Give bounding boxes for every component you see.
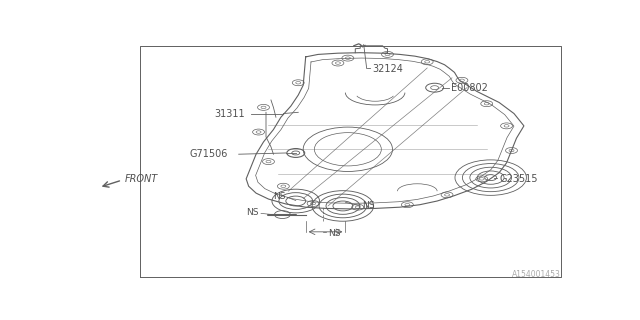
Text: NS: NS xyxy=(328,228,340,237)
Text: 31311: 31311 xyxy=(214,108,244,118)
Text: E00802: E00802 xyxy=(451,83,488,93)
Text: NS: NS xyxy=(273,192,286,201)
Text: NS: NS xyxy=(362,201,374,210)
Text: FRONT: FRONT xyxy=(125,174,158,184)
Text: G71506: G71506 xyxy=(189,149,227,159)
Text: NS: NS xyxy=(246,208,259,217)
Text: G23515: G23515 xyxy=(499,174,538,184)
Text: 32124: 32124 xyxy=(372,64,403,74)
Text: A154001453: A154001453 xyxy=(512,270,561,279)
